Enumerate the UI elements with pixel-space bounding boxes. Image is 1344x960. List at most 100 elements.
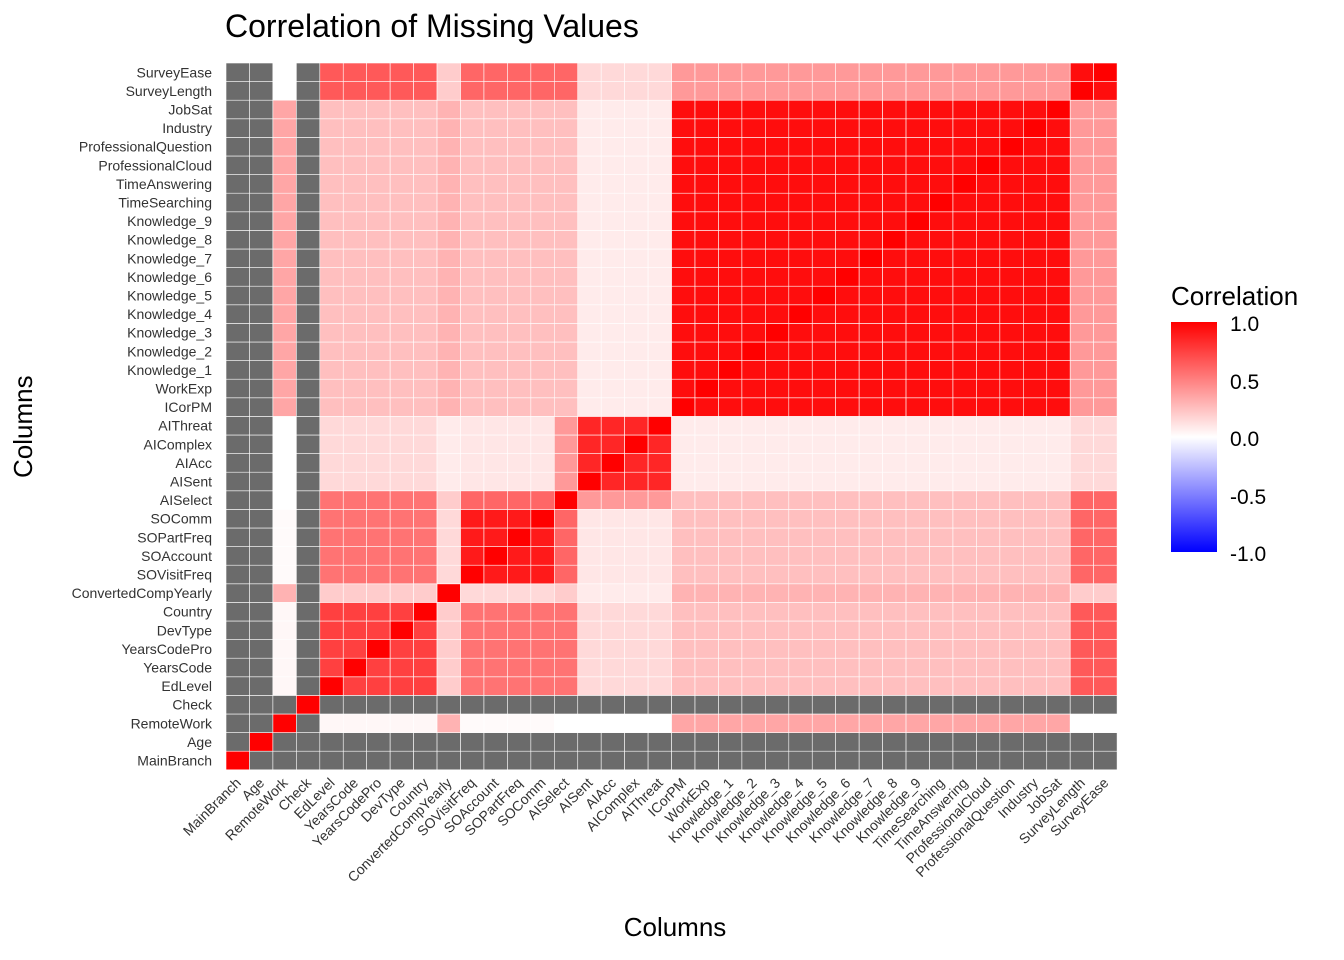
- heatmap-cell: [1046, 527, 1071, 547]
- heatmap-cell: [530, 230, 555, 250]
- heatmap-cell: [366, 602, 391, 622]
- heatmap-cell: [952, 490, 977, 510]
- heatmap-cell: [741, 267, 766, 287]
- heatmap-cell: [741, 81, 766, 101]
- heatmap-cell: [1069, 732, 1094, 752]
- heatmap-cell: [835, 676, 860, 696]
- heatmap-cell: [858, 230, 883, 250]
- heatmap-cell: [929, 360, 954, 380]
- heatmap-cell: [788, 527, 813, 547]
- heatmap-cell: [765, 732, 790, 752]
- heatmap-cell: [788, 323, 813, 343]
- heatmap-cell: [1046, 323, 1071, 343]
- heatmap-cell: [296, 230, 321, 250]
- heatmap-cell: [366, 99, 391, 120]
- heatmap-cell: [882, 713, 907, 733]
- heatmap-cell: [671, 155, 696, 175]
- heatmap-cell: [296, 676, 321, 696]
- heatmap-cell: [577, 360, 602, 380]
- heatmap-cell: [319, 99, 344, 120]
- heatmap-cell: [858, 453, 883, 473]
- heatmap-cell: [249, 509, 274, 529]
- heatmap-cell: [1093, 248, 1118, 268]
- heatmap-cell: [460, 657, 485, 678]
- heatmap-cell: [624, 267, 649, 287]
- y-tick-label: Knowledge_8: [127, 232, 212, 248]
- heatmap-cell: [296, 267, 321, 287]
- heatmap-cell: [507, 527, 532, 547]
- heatmap-cell: [929, 341, 954, 361]
- heatmap-cell: [882, 230, 907, 250]
- heatmap-cell: [835, 230, 860, 250]
- heatmap-cell: [1069, 304, 1094, 324]
- heatmap-cell: [1069, 360, 1094, 380]
- heatmap-cell: [249, 81, 274, 101]
- heatmap-cell: [1069, 434, 1094, 454]
- heatmap-cell: [600, 546, 625, 566]
- heatmap-cell: [858, 750, 883, 771]
- heatmap-cell: [718, 732, 743, 752]
- heatmap-cell: [1046, 676, 1071, 696]
- y-tick-label: SOVisitFreq: [137, 567, 212, 583]
- heatmap-cell: [929, 713, 954, 733]
- heatmap-cell: [811, 378, 837, 399]
- heatmap-cell: [507, 248, 532, 268]
- heatmap-cell: [530, 713, 555, 733]
- heatmap-cell: [929, 453, 954, 473]
- heatmap-cell: [389, 434, 414, 454]
- heatmap-cell: [225, 267, 250, 287]
- y-tick-label: MainBranch: [137, 753, 212, 769]
- heatmap-cell: [788, 285, 813, 306]
- heatmap-cell: [788, 583, 813, 603]
- heatmap-cell: [600, 453, 625, 473]
- heatmap-cell: [600, 304, 625, 324]
- heatmap-cell: [929, 230, 954, 250]
- heatmap-cell: [905, 490, 930, 510]
- heatmap-cell: [905, 509, 930, 529]
- heatmap-cell: [835, 323, 860, 343]
- heatmap-cell: [296, 304, 321, 324]
- heatmap-cell: [389, 750, 414, 771]
- heatmap-cell: [436, 732, 461, 752]
- heatmap-cell: [296, 397, 321, 417]
- heatmap-cell: [741, 118, 766, 138]
- heatmap-cell: [1046, 509, 1071, 529]
- heatmap-cell: [577, 564, 602, 585]
- heatmap-cell: [835, 62, 860, 82]
- heatmap-cell: [272, 602, 297, 622]
- heatmap-cell: [483, 527, 508, 547]
- heatmap-cell: [624, 602, 649, 622]
- heatmap-cell: [765, 211, 790, 231]
- heatmap-cell: [389, 527, 414, 547]
- heatmap-cell: [858, 81, 883, 101]
- heatmap-cell: [319, 509, 344, 529]
- heatmap-cell: [413, 285, 438, 306]
- heatmap-cell: [436, 323, 461, 343]
- heatmap-cell: [1093, 583, 1118, 603]
- heatmap-cell: [225, 471, 250, 492]
- heatmap-cell: [718, 602, 743, 622]
- heatmap-cell: [1093, 341, 1118, 361]
- heatmap-cell: [835, 118, 860, 138]
- heatmap-cell: [882, 416, 907, 436]
- heatmap-cell: [671, 285, 696, 306]
- heatmap-cell: [296, 471, 321, 492]
- heatmap-cell: [858, 360, 883, 380]
- heatmap-cell: [483, 583, 508, 603]
- heatmap-cell: [882, 118, 907, 138]
- heatmap-cell: [249, 211, 274, 231]
- heatmap-cell: [600, 732, 625, 752]
- heatmap-cell: [483, 81, 508, 101]
- heatmap-cell: [929, 602, 954, 622]
- heatmap-cell: [389, 192, 414, 213]
- heatmap-cell: [811, 360, 837, 380]
- heatmap-cell: [694, 137, 719, 157]
- heatmap-cell: [600, 137, 625, 157]
- heatmap-cell: [811, 490, 837, 510]
- heatmap-cell: [835, 416, 860, 436]
- heatmap-cell: [788, 639, 813, 659]
- heatmap-cell: [389, 285, 414, 306]
- heatmap-cell: [671, 620, 696, 640]
- heatmap-cell: [788, 341, 813, 361]
- heatmap-cell: [1069, 695, 1094, 715]
